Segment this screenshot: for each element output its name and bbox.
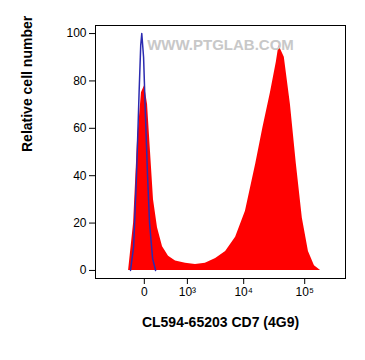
svg-text:80: 80: [73, 74, 87, 88]
svg-text:0: 0: [141, 285, 148, 299]
svg-text:CL594-65203 CD7 (4G9): CL594-65203 CD7 (4G9): [142, 314, 299, 330]
svg-text:Relative cell number: Relative cell number: [19, 15, 35, 152]
svg-text:10⁵: 10⁵: [296, 285, 314, 299]
svg-text:100: 100: [66, 26, 86, 40]
svg-text:60: 60: [73, 121, 87, 135]
svg-text:10⁴: 10⁴: [234, 285, 253, 299]
svg-text:40: 40: [73, 169, 87, 183]
svg-text:0: 0: [80, 263, 87, 277]
svg-text:10³: 10³: [179, 285, 196, 299]
svg-text:WWW.PTGLAB.COM: WWW.PTGLAB.COM: [147, 36, 294, 53]
svg-text:20: 20: [73, 216, 87, 230]
